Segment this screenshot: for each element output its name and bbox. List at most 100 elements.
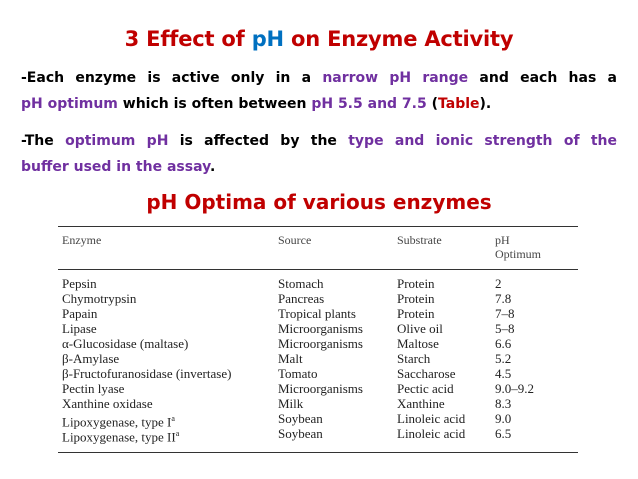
table-bottom-rule — [58, 452, 578, 453]
cell-ph-optimum-text: 2 — [495, 276, 502, 291]
cell-source-text: Tropical plants — [278, 306, 356, 321]
cell-substrate: Linoleic acid — [397, 426, 465, 441]
cell-source-text: Soybean — [278, 426, 323, 441]
text-segment: and each has a — [468, 70, 617, 86]
cell-enzyme: Lipoxygenase, type Ia — [62, 411, 175, 429]
cell-substrate-text: Protein — [397, 306, 435, 321]
footnote-marker: a — [175, 429, 180, 438]
highlight-narrow-ph-range: narrow pH range — [322, 70, 469, 86]
paragraph-optimum-ph: -The optimum pH is affected by the type … — [21, 128, 617, 180]
cell-ph-optimum-text: 7–8 — [495, 306, 515, 321]
cell-source-text: Milk — [278, 396, 304, 411]
text-segment: ( — [426, 96, 439, 112]
cell-enzyme-text: β-Fructofuranosidase (invertase) — [62, 366, 232, 381]
cell-ph-optimum-text: 8.3 — [495, 396, 512, 411]
cell-source-text: Microorganisms — [278, 321, 363, 336]
table-row: Lipoxygenase, type Ia Soybean Linoleic aci… — [58, 411, 578, 429]
paragraph-1-line-2: pH optimum which is often between pH 5.5… — [21, 91, 617, 117]
cell-ph-optimum-text: 9.0–9.2 — [495, 381, 534, 396]
cell-source: Milk — [278, 396, 303, 411]
cell-enzyme-text: Lipase — [62, 321, 97, 336]
cell-substrate: Olive oil — [397, 321, 443, 336]
cell-source-text: Microorganisms — [278, 381, 363, 396]
cell-source: Soybean — [278, 411, 323, 426]
cell-substrate-text: Linoleic acid — [397, 411, 466, 426]
cell-substrate: Protein — [397, 276, 435, 291]
cell-ph-optimum: 8.3 — [495, 396, 511, 411]
cell-source: Microorganisms — [278, 336, 363, 351]
title-ph: pH — [251, 27, 284, 51]
cell-source: Microorganisms — [278, 381, 363, 396]
cell-source: Stomach — [278, 276, 324, 291]
table-header-rule — [58, 269, 578, 270]
cell-enzyme-text: Xanthine oxidase — [62, 396, 153, 411]
cell-source: Malt — [278, 351, 303, 366]
table-row: Chymotrypsin Pancreas Protein 7.8 — [58, 291, 578, 306]
highlight-buffer-type: type and ionic strength of the — [348, 133, 617, 149]
cell-substrate-text: Xanthine — [397, 396, 445, 411]
cell-source-text: Tomato — [278, 366, 318, 381]
cell-ph-optimum-text: 6.5 — [495, 426, 512, 441]
cell-ph-optimum: 7.8 — [495, 291, 511, 306]
cell-source-text: Soybean — [278, 411, 323, 426]
cell-substrate-text: Pectic acid — [397, 381, 454, 396]
cell-enzyme: Xanthine oxidase — [62, 396, 153, 411]
cell-source-text: Malt — [278, 351, 303, 366]
cell-substrate-text: Protein — [397, 276, 435, 291]
cell-ph-optimum: 6.5 — [495, 426, 511, 441]
cell-enzyme-text: Pepsin — [62, 276, 97, 291]
cell-ph-optimum: 5–8 — [495, 321, 515, 336]
cell-enzyme-text: Papain — [62, 306, 98, 321]
cell-ph-optimum: 2 — [495, 276, 502, 291]
cell-source-text: Microorganisms — [278, 336, 363, 351]
footnote-marker: a — [171, 414, 175, 423]
paragraph-2-line-1: -The optimum pH is affected by the type … — [21, 128, 617, 154]
table-reference: Table — [438, 96, 480, 112]
table-row: β-Amylase Malt Starch 5.2 — [58, 351, 578, 366]
header-enzyme: Enzyme — [62, 233, 102, 247]
cell-substrate-text: Starch — [397, 351, 431, 366]
cell-enzyme: Lipase — [62, 321, 97, 336]
cell-source-text: Pancreas — [278, 291, 325, 306]
cell-substrate: Saccharose — [397, 366, 455, 381]
text-segment: which is often between — [117, 96, 312, 112]
header-ph-line-2: Optimum — [495, 247, 542, 261]
cell-enzyme-text: Pectin lyase — [62, 381, 125, 396]
header-substrate: Substrate — [397, 233, 442, 247]
cell-ph-optimum: 5.2 — [495, 351, 511, 366]
slide-title: 3 Effect of pH on Enzyme Activity — [0, 27, 638, 51]
cell-ph-optimum-text: 9.0 — [495, 411, 512, 426]
table-row: Pectin lyase Microorganisms Pectic acid 9.0… — [58, 381, 578, 396]
cell-ph-optimum: 7–8 — [495, 306, 515, 321]
cell-source: Soybean — [278, 426, 323, 441]
cell-substrate: Linoleic acid — [397, 411, 465, 426]
cell-ph-optimum: 6.6 — [495, 336, 511, 351]
text-segment: is affected by the — [168, 133, 349, 149]
cell-ph-optimum-text: 5–8 — [495, 321, 515, 336]
cell-substrate-text: Olive oil — [397, 321, 443, 336]
cell-ph-optimum-text: 7.8 — [495, 291, 512, 306]
cell-enzyme-text: Chymotrypsin — [62, 291, 137, 306]
cell-substrate-text: Linoleic acid — [397, 426, 466, 441]
cell-ph-optimum: 9.0–9.2 — [495, 381, 534, 396]
table-row: Papain Tropical plants Protein 7–8 — [58, 306, 578, 321]
cell-source: Pancreas — [278, 291, 324, 306]
cell-substrate: Xanthine — [397, 396, 445, 411]
cell-enzyme-text: Lipoxygenase, type I — [62, 414, 172, 430]
cell-ph-optimum-text: 4.5 — [495, 366, 512, 381]
header-ph-line-1: pH — [495, 233, 510, 247]
table-body: Pepsin Stomach Protein 2 Chymotrypsin Pancrea… — [58, 276, 578, 445]
text-segment: -The — [21, 133, 66, 149]
text-segment: . — [209, 159, 216, 175]
highlight-ph-optimum: pH optimum — [21, 96, 118, 112]
cell-enzyme: Chymotrypsin — [62, 291, 136, 306]
table-row: Pepsin Stomach Protein 2 — [58, 276, 578, 291]
cell-substrate: Pectic acid — [397, 381, 454, 396]
cell-enzyme-text: Lipoxygenase, type II — [62, 429, 176, 445]
table-title: pH Optima of various enzymes — [146, 190, 492, 214]
cell-enzyme: Pepsin — [62, 276, 97, 291]
cell-substrate: Protein — [397, 306, 435, 321]
header-source: Source — [278, 233, 312, 247]
cell-enzyme: Pectin lyase — [62, 381, 124, 396]
table-row: Lipoxygenase, type IIa Soybean Linoleic ac… — [58, 426, 578, 445]
